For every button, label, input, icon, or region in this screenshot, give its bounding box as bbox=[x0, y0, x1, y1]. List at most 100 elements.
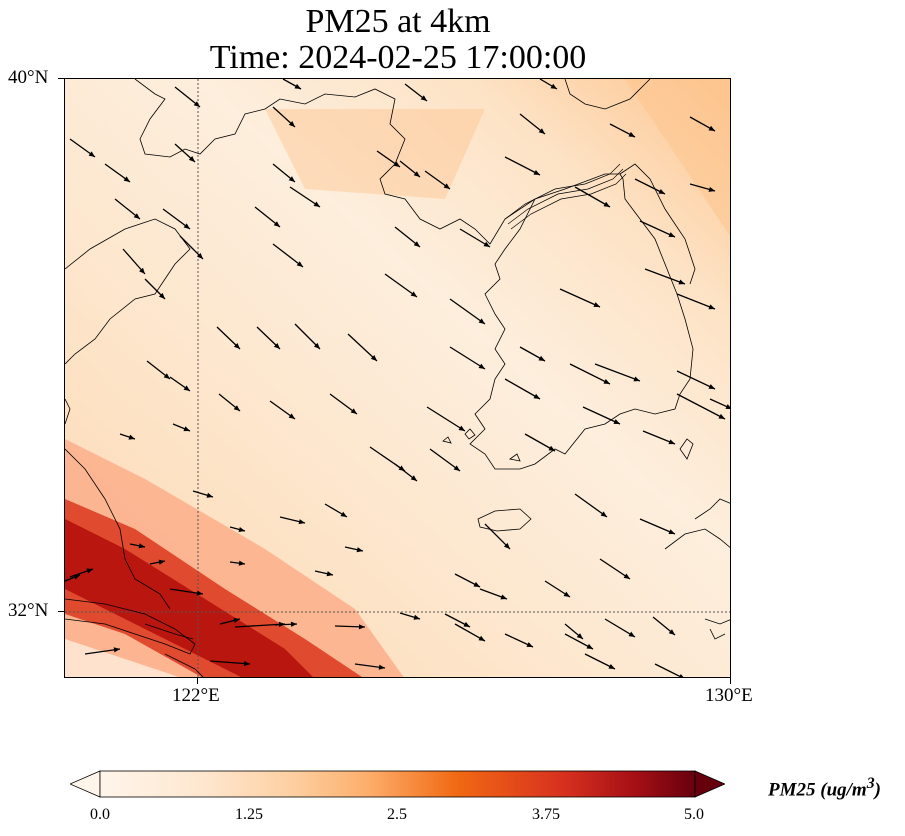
colorbar-tick-1: 1.25 bbox=[235, 806, 263, 823]
wind-arrow-head bbox=[483, 241, 490, 247]
wind-arrow-head bbox=[718, 413, 725, 419]
wind-arrow-head bbox=[633, 376, 640, 382]
wind-arrow-head bbox=[288, 176, 295, 182]
wind-arrow-head bbox=[238, 560, 245, 566]
wind-arrow-head bbox=[123, 176, 130, 182]
wind-arrow-head bbox=[463, 621, 470, 627]
wind-arrow-shaft bbox=[639, 518, 676, 535]
wind-arrow-shaft bbox=[384, 273, 418, 298]
wind-arrow-head bbox=[628, 131, 635, 137]
wind-arrow-head bbox=[725, 404, 730, 409]
wind-arrow-head bbox=[658, 188, 665, 194]
wind-arrow-head bbox=[548, 445, 555, 451]
wind-arrow-head bbox=[188, 156, 195, 162]
wind-arrow-head bbox=[398, 465, 405, 471]
wind-arrow-head bbox=[668, 529, 675, 535]
wind-arrow-head bbox=[196, 252, 203, 259]
wind-arrow-head bbox=[183, 385, 190, 391]
wind-arrow-head bbox=[410, 475, 417, 481]
wind-arrow-head bbox=[458, 425, 465, 431]
wind-arrow-shaft bbox=[574, 186, 611, 208]
wind-arrow-head bbox=[158, 292, 165, 299]
wind-arrow-head bbox=[443, 183, 450, 189]
wind-arrow-head bbox=[233, 617, 240, 623]
colorbar-label: PM25 (ug/m3) bbox=[768, 775, 881, 801]
wind-arrow-head bbox=[378, 664, 385, 670]
wind-arrow-head bbox=[233, 405, 240, 411]
lat-label-40n: 40°N bbox=[8, 67, 49, 88]
wind-arrow-shaft bbox=[644, 268, 686, 285]
border-lines bbox=[504, 163, 627, 230]
wind-arrow-shaft bbox=[429, 448, 461, 472]
wind-arrow-shaft bbox=[676, 293, 716, 310]
wind-arrow-head bbox=[613, 419, 620, 424]
wind-arrow-head bbox=[628, 631, 635, 637]
wind-arrow-head bbox=[139, 267, 145, 274]
wind-arrow-head bbox=[420, 95, 427, 101]
colorbar-tick-0: 0.0 bbox=[90, 806, 110, 823]
wind-arrow-head bbox=[183, 426, 190, 432]
wind-arrow-head bbox=[708, 304, 715, 310]
wind-arrow-head bbox=[668, 439, 675, 445]
colorbar-extend-low bbox=[68, 770, 101, 798]
wind-arrow-head bbox=[158, 559, 165, 565]
wind-arrow-head bbox=[133, 213, 140, 219]
colorbar-tick-3: 3.75 bbox=[532, 806, 560, 823]
wind-arrow-head bbox=[603, 201, 610, 207]
title-line-1: PM25 at 4km bbox=[305, 3, 491, 40]
wind-arrow-head bbox=[533, 169, 540, 175]
wind-arrow-head bbox=[243, 660, 250, 667]
colorbar-label-sup: 3 bbox=[866, 775, 875, 792]
wind-arrow-shaft bbox=[676, 370, 716, 390]
wind-arrow-head bbox=[138, 543, 145, 549]
pm25-field-high-band-core bbox=[65, 499, 362, 677]
wind-arrow-head bbox=[313, 201, 320, 207]
wind-arrow-head bbox=[478, 363, 485, 369]
wind-arrow-shaft bbox=[289, 186, 321, 208]
wind-arrow-shaft bbox=[582, 406, 621, 425]
wind-arrow-head bbox=[413, 241, 420, 247]
wind-arrow-shaft bbox=[639, 220, 676, 238]
wind-arrow-shaft bbox=[574, 493, 608, 518]
wind-arrow-head bbox=[410, 291, 417, 297]
wind-arrow-head bbox=[593, 302, 600, 307]
wind-arrow-head bbox=[128, 434, 135, 440]
wind-arrow-head bbox=[196, 590, 203, 596]
pm25-field-bottom-light bbox=[65, 639, 179, 677]
lat-label-32n: 32°N bbox=[8, 600, 49, 621]
wind-arrow-head bbox=[413, 614, 420, 620]
wind-arrow-head bbox=[233, 342, 240, 349]
colorbar-tick-2: 2.5 bbox=[387, 806, 407, 823]
wind-arrow-head bbox=[603, 378, 610, 384]
wind-arrow-head bbox=[358, 624, 365, 630]
coastlines bbox=[65, 79, 730, 677]
wind-arrow-shaft bbox=[426, 406, 466, 432]
colorbar bbox=[68, 770, 727, 798]
colorbar-label-text: PM25 (ug/m bbox=[768, 779, 867, 801]
wind-arrow-head bbox=[500, 594, 507, 600]
map-panel bbox=[64, 78, 731, 678]
wind-arrow-head bbox=[193, 101, 200, 107]
wind-arrow-head bbox=[296, 261, 303, 267]
wind-arrow-head bbox=[478, 635, 485, 641]
wind-arrow-shaft bbox=[676, 393, 726, 420]
wind-arrow-head bbox=[88, 151, 95, 157]
wind-arrow-shaft bbox=[599, 558, 631, 580]
wind-arrow-head bbox=[608, 663, 615, 669]
wind-arrow-head bbox=[288, 121, 295, 127]
wind-arrow-head bbox=[298, 519, 305, 525]
pm25-field-north-band bbox=[295, 79, 730, 237]
wind-arrow-shaft bbox=[209, 660, 251, 665]
wind-arrow-head bbox=[600, 511, 607, 517]
tick-40n bbox=[58, 78, 64, 79]
wind-arrow-shaft bbox=[449, 346, 486, 370]
wind-arrow-shaft bbox=[559, 288, 601, 308]
wind-arrow-head bbox=[478, 318, 485, 324]
colorbar-tick-4: 5.0 bbox=[684, 806, 704, 823]
lon-label-122e: 122°E bbox=[172, 685, 220, 706]
wind-arrow-head bbox=[586, 643, 593, 649]
tick-32n bbox=[58, 611, 64, 612]
wind-arrow-head bbox=[708, 125, 715, 131]
wind-arrow-head bbox=[668, 232, 675, 237]
wind-arrow-head bbox=[679, 673, 684, 677]
